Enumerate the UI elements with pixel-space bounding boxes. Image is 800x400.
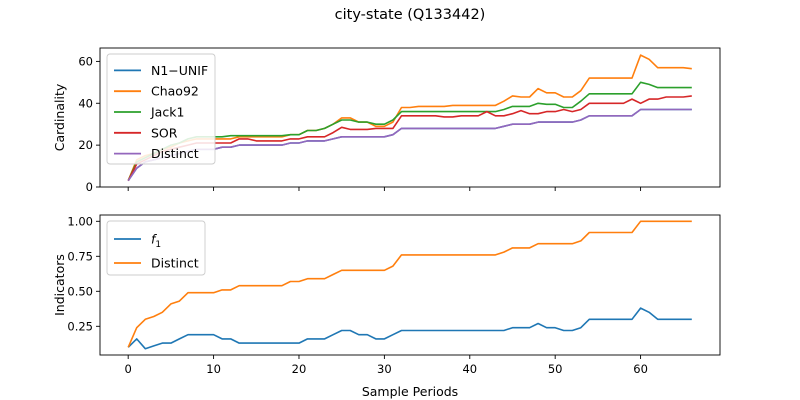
series-line-f-0 [127, 307, 692, 350]
series-line-sor-3 [127, 95, 692, 182]
legend-label: Distinct [151, 256, 199, 271]
x-axis-label: Sample Periods [362, 384, 458, 399]
legend-label: f1 [151, 232, 161, 251]
y-tick-label: 40 [78, 96, 93, 110]
plot-area [127, 220, 692, 350]
legend-label: SOR [151, 125, 178, 140]
y-tick-label: 0 [86, 180, 93, 194]
y-tick-label: 1.00 [67, 214, 93, 228]
x-tick-label: 60 [633, 362, 648, 376]
series-line-distinct-4 [127, 108, 692, 182]
legend-label: Jack1 [150, 105, 184, 120]
axes-frame [99, 214, 721, 356]
plot-area [127, 54, 692, 182]
cardinality-chart: 0 20 40 60 Cardinality N1−UNIF Chao92 Jack1 SOR D… [52, 47, 721, 194]
series-line-jack1-2 [127, 81, 692, 182]
legend-label: N1−UNIF [151, 63, 208, 78]
figure-title: city-state (Q133442) [335, 7, 486, 23]
legend: N1−UNIF Chao92 Jack1 SOR Distinct [106, 53, 216, 165]
y-axis-label: Indicators [52, 254, 67, 316]
x-tick-label: 40 [462, 362, 477, 376]
x-tick-label: 0 [125, 362, 132, 376]
legend-box [106, 220, 206, 276]
y-tick-label: 0.25 [67, 319, 93, 333]
y-axis-label: Cardinality [52, 83, 67, 151]
y-tick-label: 20 [78, 138, 93, 152]
y-tick-label: 0.50 [67, 284, 93, 298]
x-tick-label: 20 [292, 362, 307, 376]
legend: f1 Distinct [106, 220, 206, 276]
x-tick-label: 50 [548, 362, 563, 376]
series-line-distinct-1 [127, 220, 692, 348]
indicators-chart: 0 10 20 30 40 50 60 0.25 0.50 0.75 1.00 Indicators S… [52, 214, 721, 399]
legend-label: Distinct [151, 146, 199, 161]
legend-label: Chao92 [151, 84, 199, 99]
legend-box [106, 53, 216, 165]
x-tick-label: 10 [206, 362, 221, 376]
x-tick-label: 30 [377, 362, 392, 376]
y-tick-label: 0.75 [67, 249, 93, 263]
y-tick-label: 60 [78, 54, 93, 68]
axes-frame [99, 47, 721, 188]
series-line-chao92-1 [127, 54, 692, 182]
